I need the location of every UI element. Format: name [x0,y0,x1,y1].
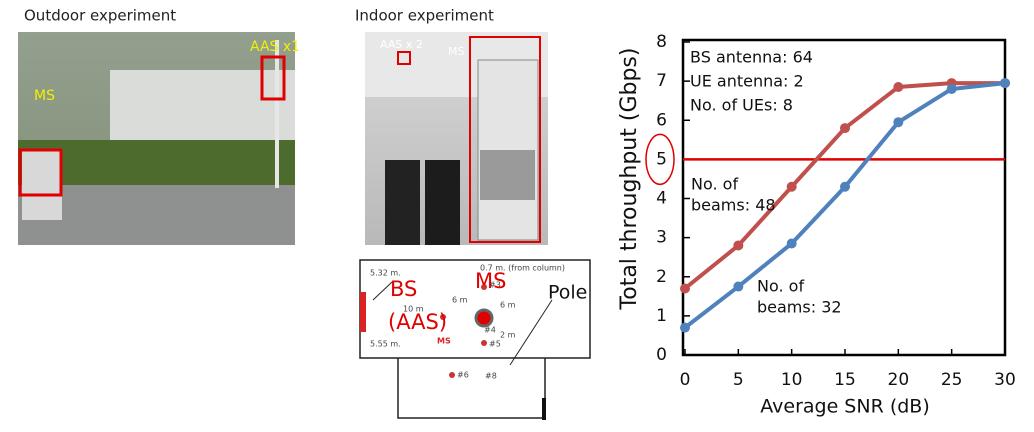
data-point [680,322,690,333]
plan-label: 10 m [403,305,424,314]
plan-label: 2 m [500,331,516,340]
data-point [1000,78,1010,89]
plot-frame [681,38,1007,357]
plan-big-label: Pole [548,282,587,304]
data-point [893,81,904,92]
plan-label: 0.7 m. (from column) [480,264,565,273]
plan-label: #5 [489,340,501,349]
data-point [946,83,957,94]
chart: 0 1 2 3 4 5 6 7 8 0 5 10 15 20 25 30 Average SNR (dB) Tot… [617,32,1016,418]
data-point [680,283,690,294]
plan-label: 6 m [500,301,516,310]
x-tick-label: 20 [888,370,910,390]
plan-label: 6 m [452,296,468,305]
y-tick-label: 6 [656,110,667,130]
plan-big-label: BS [390,277,417,301]
plan-label: #3 [489,281,501,290]
y-tick-label: 1 [656,306,667,326]
data-point [893,117,904,128]
indoor-title: Indoor experiment [355,7,494,25]
y-tick-label: 8 [656,32,667,52]
y-tick-label: 3 [656,228,667,248]
series-label: beams: 32 [757,298,842,317]
floor-plan [359,259,591,420]
y-tick-label: 4 [656,189,667,209]
plan-label: MS [437,337,451,346]
x-tick-label: 10 [781,370,803,390]
photo-label: MS [34,88,55,104]
plan-label: 5.32 m. [370,269,401,278]
outdoor-title: Outdoor experiment [24,7,176,25]
series-label: No. of [691,175,738,194]
plan-label: 5.55 m. [370,340,401,349]
x-axis-label: Average SNR (dB) [760,396,930,418]
y-tick-label: 7 [656,71,667,91]
data-point [733,240,744,251]
x-tick-label: 15 [834,370,856,390]
outdoor-photo [18,32,295,245]
plan-label: #8 [485,372,497,381]
indoor-photo [365,32,548,245]
y-axis-label: Total throughput (Gbps) [617,48,642,311]
y-tick-label: 0 [656,345,667,365]
x-tick-label: 25 [941,370,963,390]
annotation: BS antenna: 64 [690,48,813,67]
plan-label: #6 [457,371,469,380]
plan-label: #4 [484,326,496,335]
annotation: No. of UEs: 8 [690,96,793,115]
data-point [840,123,850,134]
photo-label: AAS x 2 [380,38,423,51]
y-tick-label: 5 [656,149,667,169]
plan-big-label: (AAS) [388,310,447,334]
highlight-ellipse [645,133,675,186]
annotation: UE antenna: 2 [690,72,804,91]
data-point [733,281,744,292]
series-label: beams: 48 [691,196,776,215]
y-tick-label: 2 [656,267,667,287]
data-point [840,181,850,192]
photo-label: AAS x1 [250,39,300,55]
plan-big-label: MS [475,269,506,293]
data-point [786,181,797,192]
data-point [786,238,797,249]
x-tick-label: 0 [680,370,691,390]
x-tick-label: 30 [994,370,1016,390]
x-tick-label: 5 [733,370,744,390]
series-label: No. of [757,277,804,296]
photo-label: MS [448,45,464,58]
